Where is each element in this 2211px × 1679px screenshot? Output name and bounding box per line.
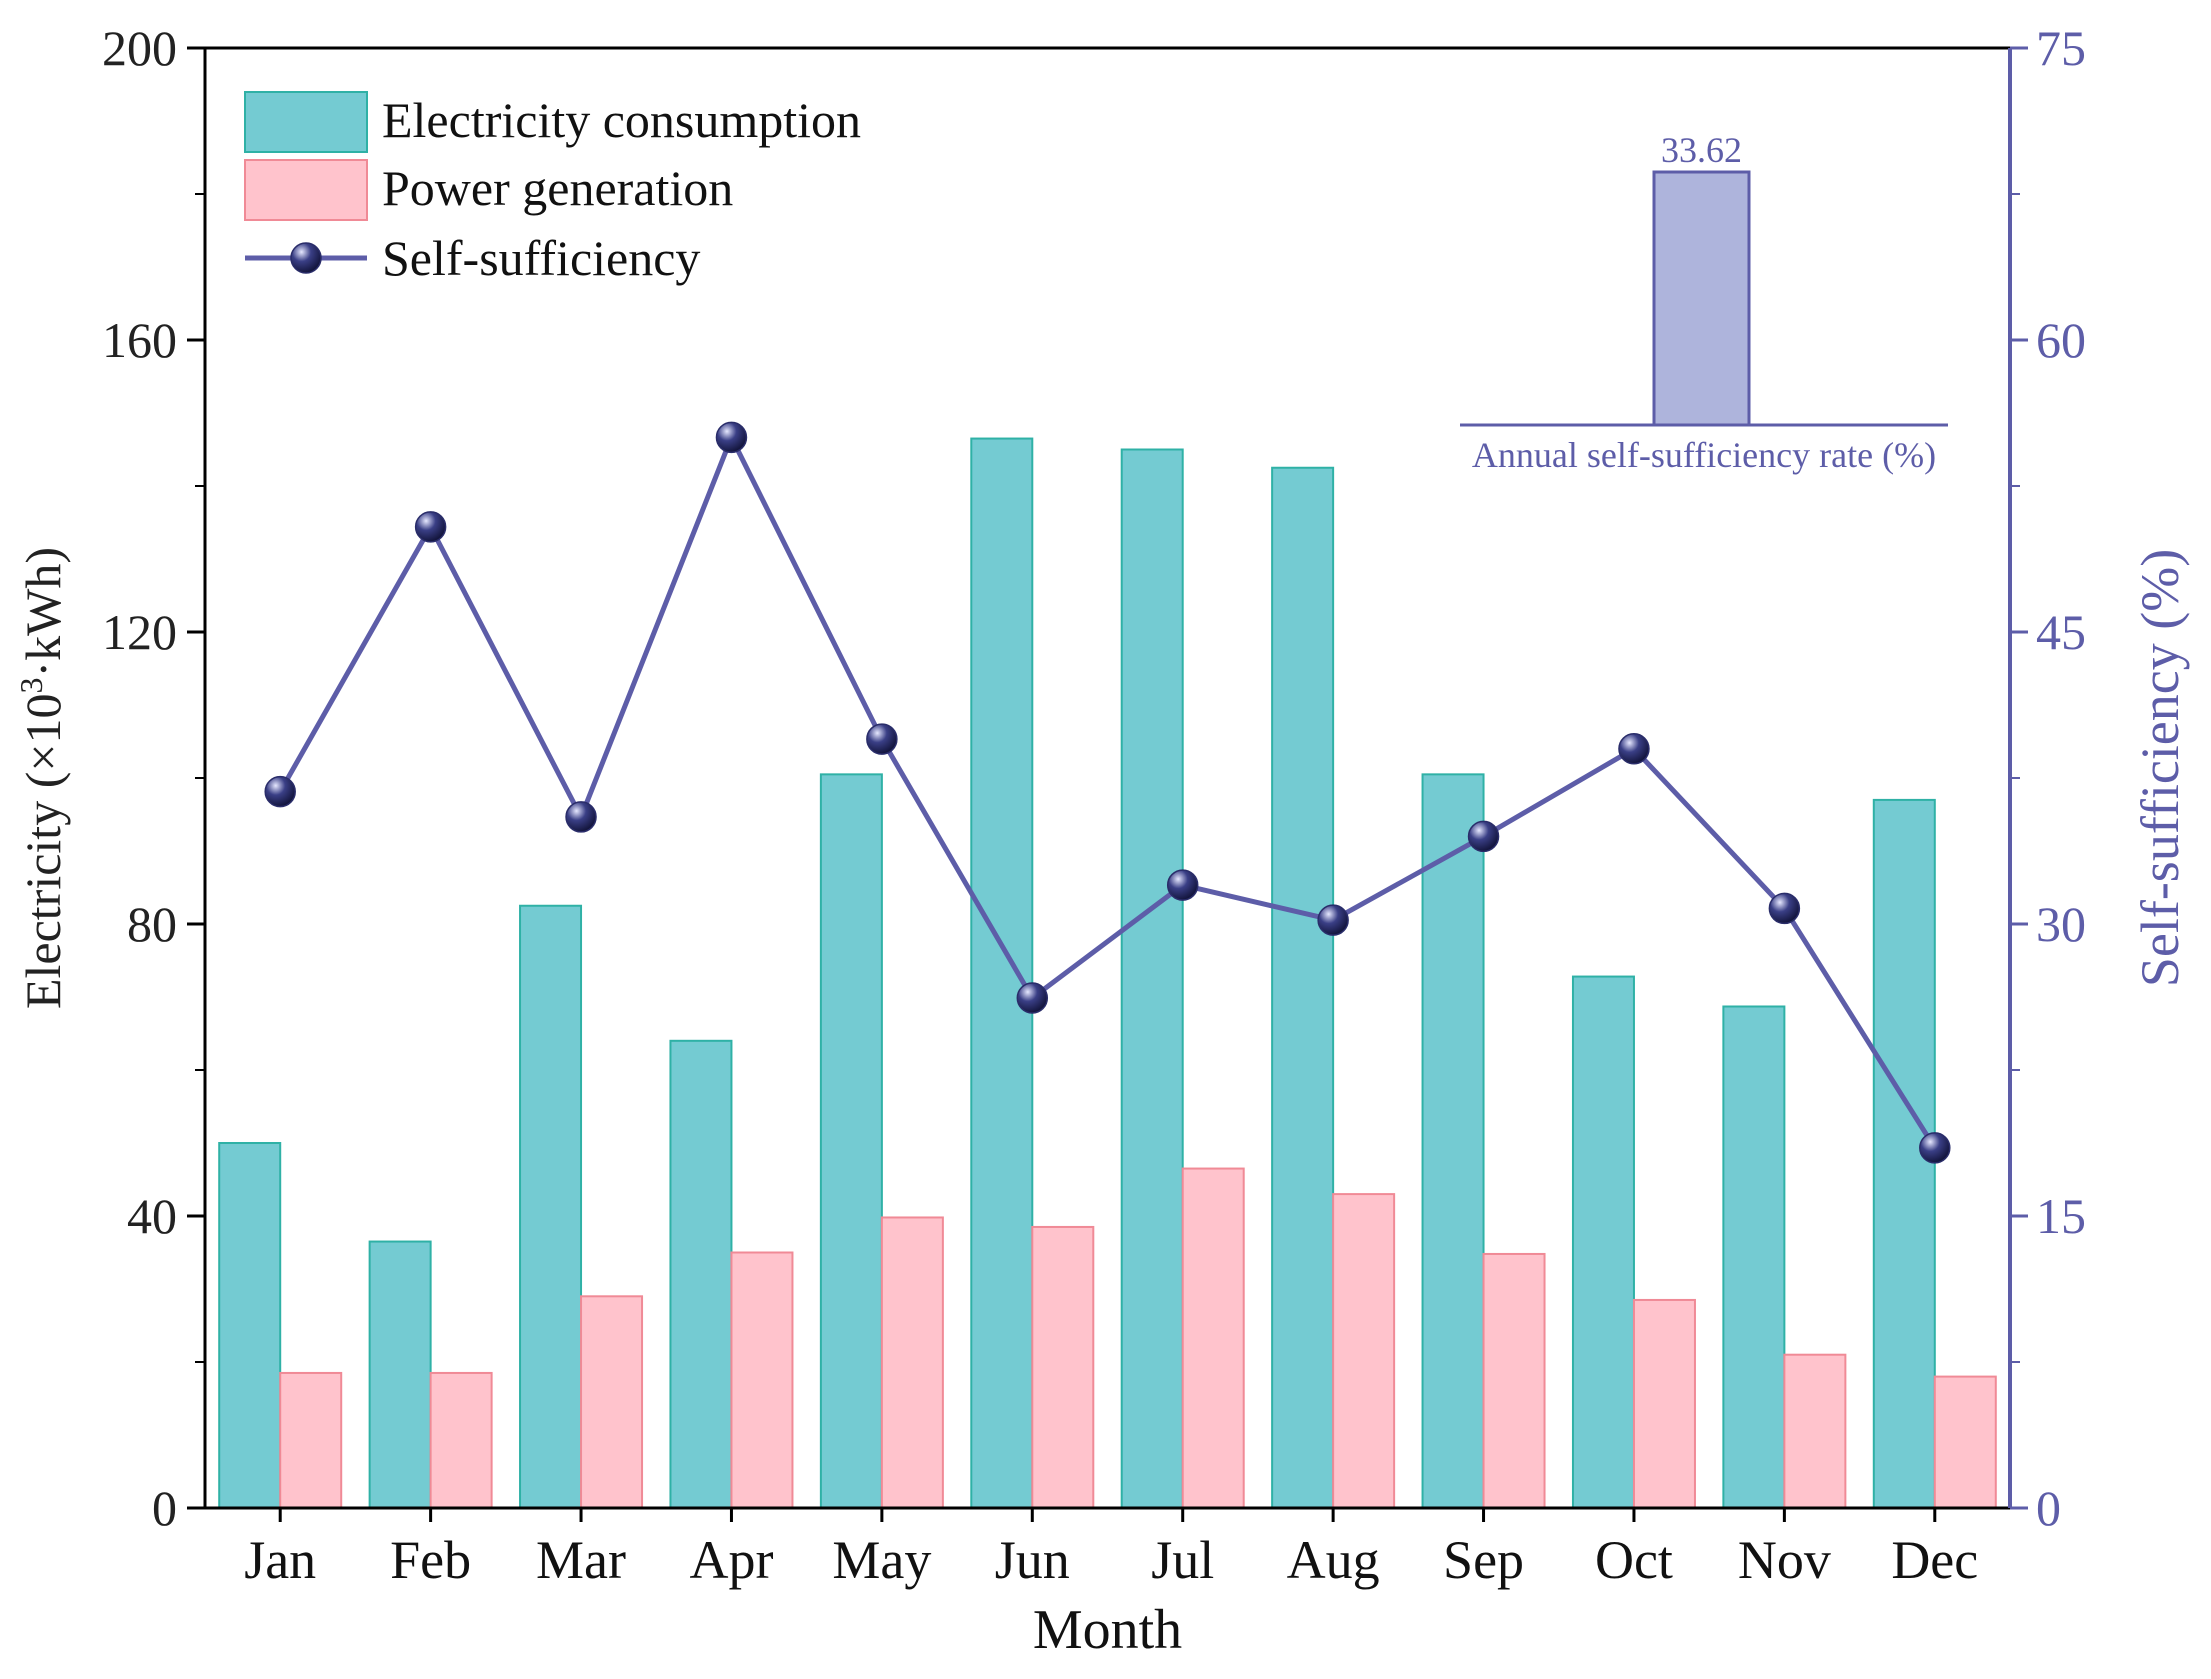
- left-tick-label-120: 120: [102, 604, 177, 660]
- self-sufficiency-point-feb: [414, 511, 447, 543]
- consumption-bar-jul: [1120, 448, 1184, 1509]
- generation-bar-jul: [1181, 1167, 1245, 1510]
- generation-bar-may: [880, 1216, 944, 1509]
- generation-bar-feb: [429, 1371, 493, 1509]
- x-tick-label-aug: Aug: [1287, 1530, 1380, 1590]
- legend-consumption-label: Electricity consumption: [382, 92, 861, 148]
- left-tick-label-80: 80: [127, 896, 177, 952]
- self-sufficiency-line: [278, 434, 1937, 1150]
- legend-generation-swatch: [244, 159, 368, 221]
- x-tick-label-mar: Mar: [536, 1530, 626, 1590]
- x-tick-label-apr: Apr: [689, 1530, 773, 1590]
- self-sufficiency-point-apr: [715, 421, 748, 454]
- consumption-bar-mar: [519, 904, 583, 1509]
- consumption-bar-aug: [1271, 466, 1335, 1509]
- consumption-bar-feb: [368, 1240, 432, 1510]
- left-tick-label-160: 160: [102, 312, 177, 368]
- self-sufficiency-point-dec: [1919, 1132, 1951, 1164]
- legend-consumption-swatch: [244, 91, 368, 153]
- line-layer: [264, 421, 1951, 1164]
- generation-bar-apr: [730, 1251, 794, 1509]
- right-axis-title: Self-sufficiency (%): [2130, 549, 2190, 987]
- generation-bar-dec: [1933, 1375, 1997, 1509]
- generation-bar-aug: [1332, 1193, 1396, 1509]
- left-axis-title: Electricity (×103·kWh): [13, 547, 71, 1009]
- bars-layer: [218, 437, 1997, 1510]
- right-tick-label-75: 75: [2036, 20, 2086, 76]
- self-sufficiency-point-sep: [1467, 820, 1500, 853]
- legend-self-sufficiency-marker: [290, 242, 322, 274]
- left-axis-title-sup: 3: [13, 677, 49, 693]
- consumption-bar-oct: [1571, 975, 1635, 1509]
- self-sufficiency-point-nov: [1768, 892, 1801, 925]
- generation-bar-sep: [1482, 1252, 1546, 1509]
- axes-layer: 0 40 80 120 160 200 0 15 30 45 60 75 Jan Feb Mar Apr May…: [13, 20, 2190, 1661]
- left-tick-label-40: 40: [127, 1188, 177, 1244]
- inset-layer: 33.62 Annual self-sufficiency rate (%): [1460, 130, 1948, 475]
- self-sufficiency-point-oct: [1618, 733, 1650, 765]
- right-tick-label-60: 60: [2036, 312, 2086, 368]
- x-tick-label-jan: Jan: [244, 1530, 316, 1590]
- inset-value-label: 33.62: [1661, 130, 1742, 170]
- legend-generation-label: Power generation: [382, 160, 733, 216]
- self-sufficiency-point-jul: [1166, 869, 1199, 901]
- x-tick-label-sep: Sep: [1443, 1530, 1524, 1590]
- generation-bar-mar: [580, 1295, 644, 1510]
- legend-layer: Electricity consumption Power generation S…: [244, 91, 861, 286]
- left-axis-title-tail: ·kWh): [15, 547, 71, 678]
- x-tick-label-dec: Dec: [1891, 1530, 1978, 1590]
- generation-bar-nov: [1783, 1353, 1847, 1509]
- x-axis-title: Month: [1033, 1599, 1182, 1661]
- left-tick-label-0: 0: [152, 1480, 177, 1536]
- consumption-bar-apr: [669, 1039, 733, 1510]
- right-tick-label-15: 15: [2036, 1188, 2086, 1244]
- consumption-bar-nov: [1722, 1005, 1786, 1509]
- self-sufficiency-point-may: [866, 723, 898, 755]
- right-tick-label-30: 30: [2036, 896, 2086, 952]
- consumption-bar-may: [819, 773, 883, 1509]
- x-tick-label-oct: Oct: [1595, 1530, 1673, 1590]
- consumption-bar-jan: [218, 1142, 282, 1509]
- x-tick-label-nov: Nov: [1738, 1530, 1831, 1590]
- generation-bar-jan: [279, 1371, 343, 1509]
- self-sufficiency-point-jan: [264, 775, 296, 808]
- self-sufficiency-point-jun: [1016, 982, 1049, 1014]
- x-tick-label-may: May: [832, 1530, 931, 1590]
- consumption-bar-sep: [1421, 773, 1485, 1509]
- right-tick-label-0: 0: [2036, 1480, 2061, 1536]
- x-tick-label-feb: Feb: [390, 1530, 471, 1590]
- left-tick-label-200: 200: [102, 20, 177, 76]
- x-tick-label-jun: Jun: [995, 1530, 1070, 1590]
- legend-self-sufficiency-label: Self-sufficiency: [382, 230, 700, 286]
- generation-bar-jun: [1031, 1225, 1095, 1509]
- inset-annual-bar: [1652, 170, 1751, 427]
- right-tick-label-45: 45: [2036, 604, 2086, 660]
- inset-caption: Annual self-sufficiency rate (%): [1472, 435, 1936, 475]
- generation-bar-oct: [1632, 1298, 1696, 1509]
- x-tick-label-jul: Jul: [1151, 1530, 1214, 1590]
- left-axis-title-main: Electricity (×10: [15, 693, 71, 1009]
- consumption-bar-jun: [970, 437, 1034, 1509]
- self-sufficiency-point-aug: [1317, 904, 1349, 936]
- self-sufficiency-point-mar: [565, 801, 597, 833]
